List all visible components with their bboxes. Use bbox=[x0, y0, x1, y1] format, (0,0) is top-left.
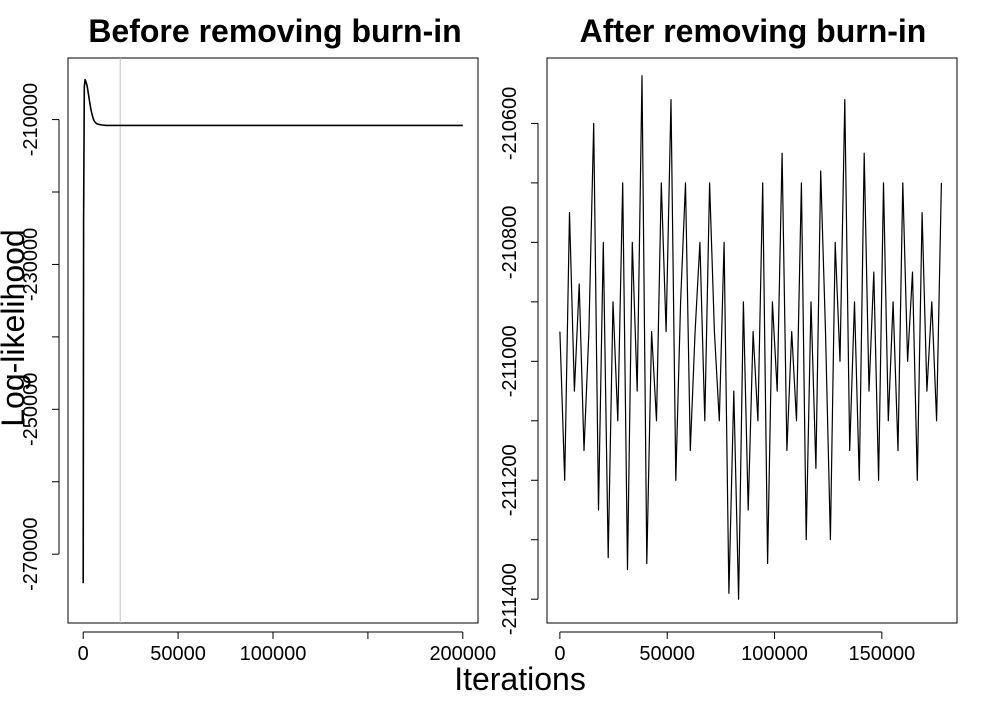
y-tick-label: -210000 bbox=[20, 83, 42, 156]
shared-x-axis-label: Iterations bbox=[454, 661, 586, 697]
y-tick-label: -210600 bbox=[499, 87, 521, 160]
x-tick-label: 50000 bbox=[639, 643, 695, 665]
x-tick-label: 100000 bbox=[741, 643, 808, 665]
x-tick-label: 0 bbox=[78, 643, 89, 665]
x-tick-label: 50000 bbox=[150, 643, 206, 665]
y-tick-label: -270000 bbox=[20, 517, 42, 590]
panel-after-burn-in: After removing burn-in 0 50000 100000 15000… bbox=[499, 13, 958, 665]
y-tick-label: -211000 bbox=[499, 325, 521, 397]
panel-title: Before removing burn-in bbox=[88, 13, 461, 49]
x-tick-label: 150000 bbox=[848, 643, 915, 665]
x-tick-label: 100000 bbox=[240, 643, 307, 665]
y-tick-label: -250000 bbox=[20, 373, 42, 446]
y-tick-label: -210800 bbox=[499, 206, 521, 279]
y-tick-label: -230000 bbox=[20, 228, 42, 301]
series-line bbox=[82, 78, 463, 584]
y-tick-label: -211200 bbox=[499, 444, 521, 516]
panel-title: After removing burn-in bbox=[580, 13, 927, 49]
x-tick-label: 0 bbox=[554, 643, 565, 665]
plot-frame bbox=[546, 57, 958, 624]
x-tick-label: 200000 bbox=[429, 643, 496, 665]
shared-y-axis-label: Log-likelihood bbox=[0, 229, 31, 426]
y-tick-label: -211400 bbox=[499, 563, 521, 635]
plot-frame bbox=[67, 57, 479, 624]
panel-before-burn-in: Before removing burn-in 0 50000 100000 2000… bbox=[20, 13, 496, 665]
series-line bbox=[559, 75, 942, 600]
